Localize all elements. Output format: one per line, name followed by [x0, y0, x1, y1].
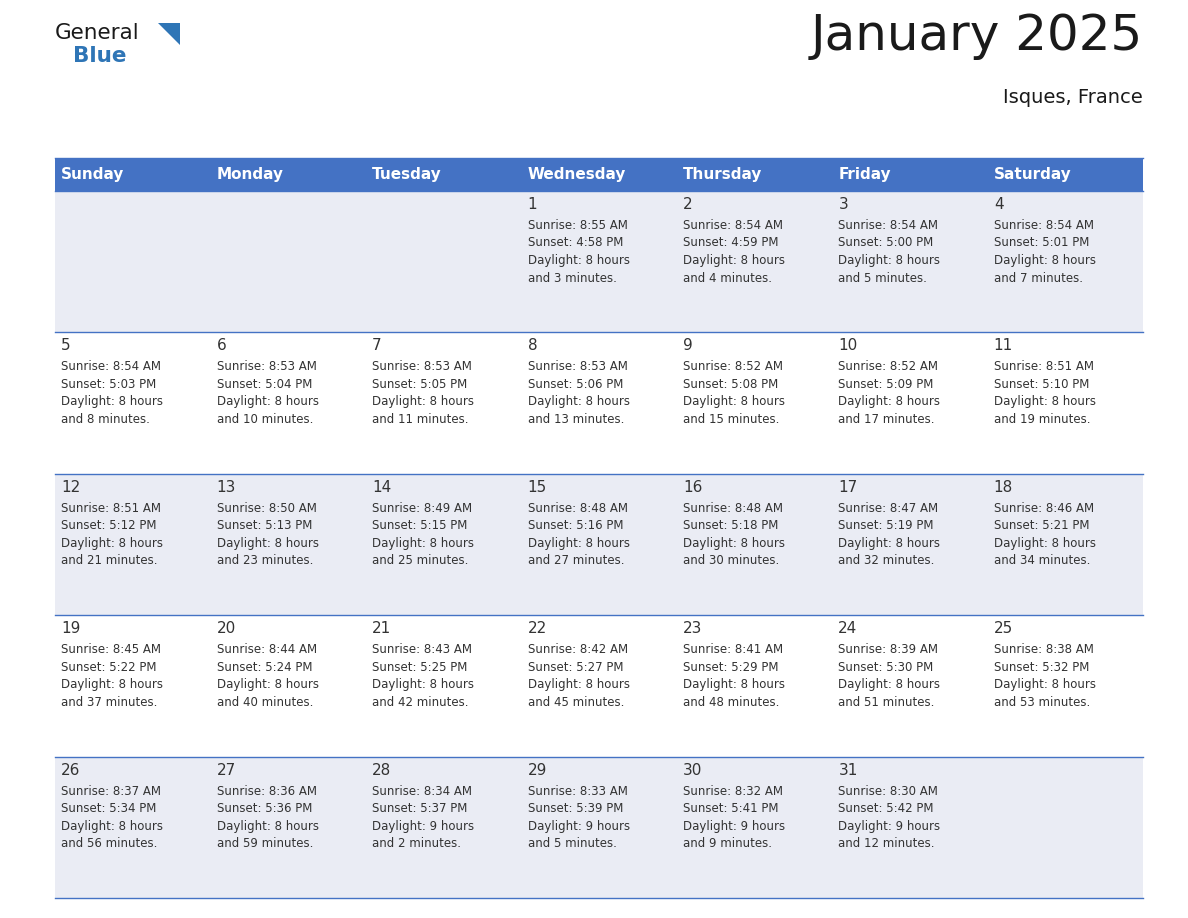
Text: Wednesday: Wednesday — [527, 167, 626, 182]
Text: Sunrise: 8:41 AM
Sunset: 5:29 PM
Daylight: 8 hours
and 48 minutes.: Sunrise: 8:41 AM Sunset: 5:29 PM Dayligh… — [683, 644, 785, 709]
Bar — [55, 158, 1143, 191]
Text: Blue: Blue — [72, 46, 126, 66]
Text: 8: 8 — [527, 339, 537, 353]
Text: Sunrise: 8:53 AM
Sunset: 5:05 PM
Daylight: 8 hours
and 11 minutes.: Sunrise: 8:53 AM Sunset: 5:05 PM Dayligh… — [372, 361, 474, 426]
Text: Sunrise: 8:46 AM
Sunset: 5:21 PM
Daylight: 8 hours
and 34 minutes.: Sunrise: 8:46 AM Sunset: 5:21 PM Dayligh… — [994, 502, 1095, 567]
Text: 11: 11 — [994, 339, 1013, 353]
Text: Sunrise: 8:53 AM
Sunset: 5:06 PM
Daylight: 8 hours
and 13 minutes.: Sunrise: 8:53 AM Sunset: 5:06 PM Dayligh… — [527, 361, 630, 426]
Text: 14: 14 — [372, 480, 391, 495]
Text: Sunrise: 8:54 AM
Sunset: 5:03 PM
Daylight: 8 hours
and 8 minutes.: Sunrise: 8:54 AM Sunset: 5:03 PM Dayligh… — [62, 361, 163, 426]
Text: Sunrise: 8:45 AM
Sunset: 5:22 PM
Daylight: 8 hours
and 37 minutes.: Sunrise: 8:45 AM Sunset: 5:22 PM Dayligh… — [62, 644, 163, 709]
Text: Sunrise: 8:43 AM
Sunset: 5:25 PM
Daylight: 8 hours
and 42 minutes.: Sunrise: 8:43 AM Sunset: 5:25 PM Dayligh… — [372, 644, 474, 709]
Text: Sunrise: 8:48 AM
Sunset: 5:16 PM
Daylight: 8 hours
and 27 minutes.: Sunrise: 8:48 AM Sunset: 5:16 PM Dayligh… — [527, 502, 630, 567]
Text: 26: 26 — [62, 763, 81, 778]
Text: 18: 18 — [994, 480, 1013, 495]
Text: 7: 7 — [372, 339, 381, 353]
Text: Sunrise: 8:34 AM
Sunset: 5:37 PM
Daylight: 9 hours
and 2 minutes.: Sunrise: 8:34 AM Sunset: 5:37 PM Dayligh… — [372, 785, 474, 850]
Text: 6: 6 — [216, 339, 227, 353]
Bar — [55, 191, 1143, 332]
Text: 19: 19 — [62, 621, 81, 636]
Text: Sunrise: 8:38 AM
Sunset: 5:32 PM
Daylight: 8 hours
and 53 minutes.: Sunrise: 8:38 AM Sunset: 5:32 PM Dayligh… — [994, 644, 1095, 709]
Text: Sunrise: 8:50 AM
Sunset: 5:13 PM
Daylight: 8 hours
and 23 minutes.: Sunrise: 8:50 AM Sunset: 5:13 PM Dayligh… — [216, 502, 318, 567]
Text: 17: 17 — [839, 480, 858, 495]
Text: Sunrise: 8:36 AM
Sunset: 5:36 PM
Daylight: 8 hours
and 59 minutes.: Sunrise: 8:36 AM Sunset: 5:36 PM Dayligh… — [216, 785, 318, 850]
Text: 4: 4 — [994, 197, 1004, 212]
Text: 29: 29 — [527, 763, 546, 778]
Text: Sunrise: 8:37 AM
Sunset: 5:34 PM
Daylight: 8 hours
and 56 minutes.: Sunrise: 8:37 AM Sunset: 5:34 PM Dayligh… — [62, 785, 163, 850]
Text: Sunrise: 8:32 AM
Sunset: 5:41 PM
Daylight: 9 hours
and 9 minutes.: Sunrise: 8:32 AM Sunset: 5:41 PM Dayligh… — [683, 785, 785, 850]
Text: Saturday: Saturday — [994, 167, 1072, 182]
Text: Sunrise: 8:39 AM
Sunset: 5:30 PM
Daylight: 8 hours
and 51 minutes.: Sunrise: 8:39 AM Sunset: 5:30 PM Dayligh… — [839, 644, 941, 709]
Text: 21: 21 — [372, 621, 391, 636]
Text: Sunrise: 8:54 AM
Sunset: 4:59 PM
Daylight: 8 hours
and 4 minutes.: Sunrise: 8:54 AM Sunset: 4:59 PM Dayligh… — [683, 219, 785, 285]
Text: Sunday: Sunday — [62, 167, 125, 182]
Text: Tuesday: Tuesday — [372, 167, 442, 182]
Text: Sunrise: 8:33 AM
Sunset: 5:39 PM
Daylight: 9 hours
and 5 minutes.: Sunrise: 8:33 AM Sunset: 5:39 PM Dayligh… — [527, 785, 630, 850]
Text: Sunrise: 8:51 AM
Sunset: 5:10 PM
Daylight: 8 hours
and 19 minutes.: Sunrise: 8:51 AM Sunset: 5:10 PM Dayligh… — [994, 361, 1095, 426]
Text: 3: 3 — [839, 197, 848, 212]
Text: 12: 12 — [62, 480, 81, 495]
Text: 27: 27 — [216, 763, 236, 778]
Text: Sunrise: 8:42 AM
Sunset: 5:27 PM
Daylight: 8 hours
and 45 minutes.: Sunrise: 8:42 AM Sunset: 5:27 PM Dayligh… — [527, 644, 630, 709]
Text: Sunrise: 8:54 AM
Sunset: 5:00 PM
Daylight: 8 hours
and 5 minutes.: Sunrise: 8:54 AM Sunset: 5:00 PM Dayligh… — [839, 219, 941, 285]
Text: 10: 10 — [839, 339, 858, 353]
Text: Thursday: Thursday — [683, 167, 763, 182]
Text: January 2025: January 2025 — [810, 12, 1143, 60]
Text: 30: 30 — [683, 763, 702, 778]
Text: Isques, France: Isques, France — [1003, 88, 1143, 107]
Bar — [55, 756, 1143, 898]
Bar — [55, 615, 1143, 756]
Text: Sunrise: 8:44 AM
Sunset: 5:24 PM
Daylight: 8 hours
and 40 minutes.: Sunrise: 8:44 AM Sunset: 5:24 PM Dayligh… — [216, 644, 318, 709]
Text: 13: 13 — [216, 480, 236, 495]
Text: General: General — [55, 23, 140, 43]
Text: 22: 22 — [527, 621, 546, 636]
Text: Sunrise: 8:48 AM
Sunset: 5:18 PM
Daylight: 8 hours
and 30 minutes.: Sunrise: 8:48 AM Sunset: 5:18 PM Dayligh… — [683, 502, 785, 567]
Text: Friday: Friday — [839, 167, 891, 182]
Text: 2: 2 — [683, 197, 693, 212]
Text: 24: 24 — [839, 621, 858, 636]
Bar — [55, 474, 1143, 615]
Text: Sunrise: 8:54 AM
Sunset: 5:01 PM
Daylight: 8 hours
and 7 minutes.: Sunrise: 8:54 AM Sunset: 5:01 PM Dayligh… — [994, 219, 1095, 285]
Text: 23: 23 — [683, 621, 702, 636]
Text: Sunrise: 8:55 AM
Sunset: 4:58 PM
Daylight: 8 hours
and 3 minutes.: Sunrise: 8:55 AM Sunset: 4:58 PM Dayligh… — [527, 219, 630, 285]
Text: 31: 31 — [839, 763, 858, 778]
Text: Sunrise: 8:51 AM
Sunset: 5:12 PM
Daylight: 8 hours
and 21 minutes.: Sunrise: 8:51 AM Sunset: 5:12 PM Dayligh… — [62, 502, 163, 567]
Text: 1: 1 — [527, 197, 537, 212]
Text: 25: 25 — [994, 621, 1013, 636]
Text: Sunrise: 8:52 AM
Sunset: 5:09 PM
Daylight: 8 hours
and 17 minutes.: Sunrise: 8:52 AM Sunset: 5:09 PM Dayligh… — [839, 361, 941, 426]
Text: 28: 28 — [372, 763, 391, 778]
Text: 20: 20 — [216, 621, 236, 636]
Polygon shape — [158, 23, 181, 45]
Text: Monday: Monday — [216, 167, 284, 182]
Text: 9: 9 — [683, 339, 693, 353]
Text: Sunrise: 8:53 AM
Sunset: 5:04 PM
Daylight: 8 hours
and 10 minutes.: Sunrise: 8:53 AM Sunset: 5:04 PM Dayligh… — [216, 361, 318, 426]
Text: Sunrise: 8:47 AM
Sunset: 5:19 PM
Daylight: 8 hours
and 32 minutes.: Sunrise: 8:47 AM Sunset: 5:19 PM Dayligh… — [839, 502, 941, 567]
Bar — [55, 332, 1143, 474]
Text: Sunrise: 8:30 AM
Sunset: 5:42 PM
Daylight: 9 hours
and 12 minutes.: Sunrise: 8:30 AM Sunset: 5:42 PM Dayligh… — [839, 785, 941, 850]
Text: 16: 16 — [683, 480, 702, 495]
Text: Sunrise: 8:52 AM
Sunset: 5:08 PM
Daylight: 8 hours
and 15 minutes.: Sunrise: 8:52 AM Sunset: 5:08 PM Dayligh… — [683, 361, 785, 426]
Text: 5: 5 — [62, 339, 71, 353]
Text: 15: 15 — [527, 480, 546, 495]
Text: Sunrise: 8:49 AM
Sunset: 5:15 PM
Daylight: 8 hours
and 25 minutes.: Sunrise: 8:49 AM Sunset: 5:15 PM Dayligh… — [372, 502, 474, 567]
